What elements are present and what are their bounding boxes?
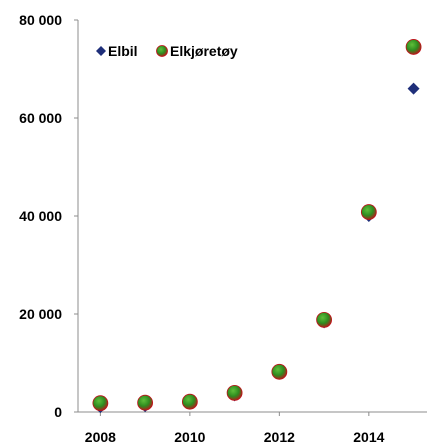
elkjoretoy-point	[405, 39, 422, 55]
x-tick-label: 2012	[264, 429, 295, 443]
legend: Elbil Elkjøretøy	[96, 43, 238, 59]
elkjoretoy-point	[360, 204, 377, 220]
x-tick-label: 2008	[85, 429, 116, 443]
y-axis-ticks: 0 20 000 40 000 60 000 80 000	[19, 12, 78, 420]
legend-item-elbil: Elbil	[96, 43, 138, 59]
legend-circle-marker	[156, 45, 168, 57]
legend-label-elkjoretoy: Elkjøretøy	[170, 43, 238, 59]
y-tick-label: 60 000	[19, 110, 62, 126]
elkjoretoy-point	[92, 395, 109, 412]
elkjoretoy-point	[316, 311, 332, 328]
x-tick-label: 2010	[174, 429, 205, 443]
elkjoretoy-point	[137, 394, 154, 411]
legend-item-elkjoretoy: Elkjøretøy	[156, 43, 238, 59]
y-tick-label: 0	[54, 404, 62, 420]
elkjoretoy-point	[271, 363, 288, 380]
elkjoretoy-point	[226, 384, 243, 401]
x-axis-ticks: 2008 2010 2012 2014	[85, 412, 385, 443]
data-points	[92, 39, 422, 414]
y-tick-label: 80 000	[19, 12, 62, 28]
y-tick-label: 40 000	[19, 208, 62, 224]
legend-label-elbil: Elbil	[108, 43, 138, 59]
elkjoretoy-point	[181, 393, 198, 410]
x-tick-label: 2014	[353, 429, 384, 443]
elbil-point	[407, 82, 420, 95]
legend-diamond-marker	[96, 46, 106, 56]
y-tick-label: 20 000	[19, 306, 62, 322]
